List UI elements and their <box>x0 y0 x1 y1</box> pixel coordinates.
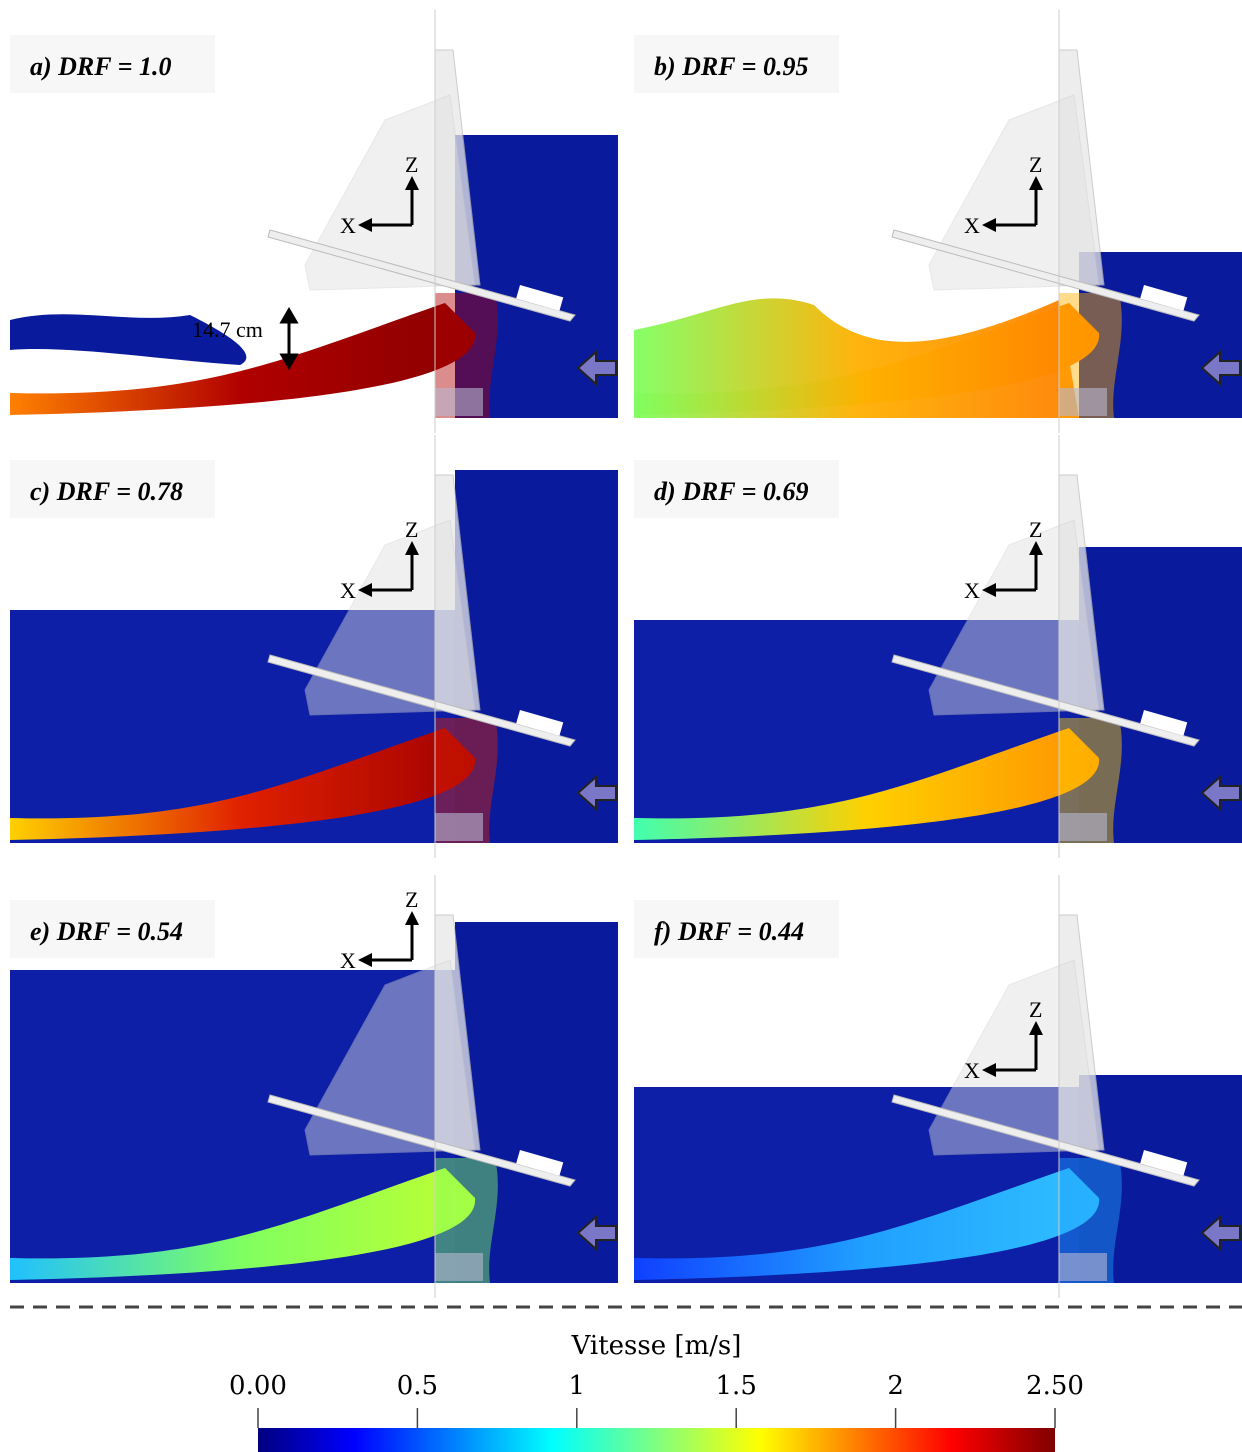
panel: c) DRF = 0.78 Z X <box>10 435 618 858</box>
gate-flow <box>1059 718 1122 843</box>
dam-side <box>928 519 1100 716</box>
flap <box>891 1094 1200 1187</box>
panel-label: e) DRF = 0.54 <box>30 917 183 946</box>
jet <box>634 303 1100 415</box>
flow-arrow <box>1200 349 1241 387</box>
gate-sill <box>435 1253 483 1281</box>
panel: d) DRF = 0.69 Z X <box>634 435 1242 858</box>
arrow-heads <box>358 541 419 597</box>
flow-arrow <box>576 1214 617 1252</box>
panel: f) DRF = 0.44 Z X <box>634 875 1242 1298</box>
flap <box>267 229 576 322</box>
colorbar-title: Vitesse [m/s] <box>571 1331 742 1361</box>
colorbar-tick-label: 2.50 <box>1026 1371 1084 1401</box>
colorbar-tick-label: 1 <box>569 1371 586 1401</box>
jet <box>10 1168 476 1280</box>
annotation: 14.7 cm <box>192 317 263 342</box>
flap <box>891 654 1200 747</box>
z-label: Z <box>405 152 418 177</box>
panel: b) DRF = 0.95 Z X <box>634 10 1242 433</box>
colorbar-tick-label: 0.5 <box>397 1371 438 1401</box>
panel: a) DRF = 1.0 Z X <box>10 10 618 433</box>
label-box <box>634 460 839 518</box>
flow-arrow <box>1200 1214 1241 1252</box>
x-label: X <box>964 213 980 238</box>
panel-label: a) DRF = 1.0 <box>30 52 171 81</box>
gate-flow <box>435 293 498 418</box>
axis-arrows <box>364 915 414 962</box>
flap <box>267 654 576 747</box>
height-arrow <box>279 307 299 370</box>
jet <box>634 728 1100 840</box>
gate-flow <box>1059 1158 1122 1283</box>
arrow-heads <box>982 176 1043 232</box>
flap-block <box>516 709 564 736</box>
panel: e) DRF = 0.54 Z X <box>10 875 618 1298</box>
z-label: Z <box>1029 517 1042 542</box>
panel-label: b) DRF = 0.95 <box>654 52 808 81</box>
label-box <box>634 900 839 958</box>
arrow-heads <box>358 911 419 967</box>
dam-side <box>304 959 476 1156</box>
panel-label: c) DRF = 0.78 <box>30 477 183 506</box>
flap-block <box>1140 285 1188 311</box>
flow-arrow <box>576 349 617 387</box>
gate-sill <box>1059 813 1107 841</box>
dam-side <box>928 959 1100 1156</box>
gate-sill <box>435 388 483 416</box>
colorbar-tick-label: 1.5 <box>716 1371 757 1401</box>
jet <box>10 728 476 840</box>
flap-block <box>1140 1149 1188 1176</box>
panel-label: f) DRF = 0.44 <box>654 917 804 946</box>
dam-side <box>304 94 476 291</box>
z-label: Z <box>405 517 418 542</box>
flap <box>267 1094 576 1187</box>
colorbar-tick-label: 2 <box>887 1371 904 1401</box>
dam-side <box>928 94 1100 291</box>
flow-arrow <box>576 774 617 812</box>
gate-flow <box>1059 293 1122 418</box>
jet <box>10 303 476 415</box>
arrow-heads <box>982 541 1043 597</box>
z-label: Z <box>405 887 418 912</box>
x-label: X <box>964 1058 980 1083</box>
z-label: Z <box>1029 997 1042 1022</box>
gate-flow <box>435 1158 498 1283</box>
panel-label: d) DRF = 0.69 <box>654 477 808 506</box>
spray <box>10 314 247 365</box>
label-box <box>10 460 215 518</box>
gate-sill <box>1059 1253 1107 1281</box>
label-box <box>10 900 215 958</box>
flap-block <box>516 1150 564 1176</box>
upstream-water <box>1079 1075 1242 1283</box>
label-box <box>10 35 215 93</box>
arrow-heads <box>358 176 419 232</box>
x-label: X <box>340 578 356 603</box>
gate-sill <box>1059 388 1107 416</box>
gate-flow <box>435 718 498 843</box>
x-label: X <box>340 213 356 238</box>
jet <box>634 1168 1100 1280</box>
dam-side <box>304 519 476 716</box>
z-label: Z <box>1029 152 1042 177</box>
colorbar-tick-label: 0.00 <box>229 1371 287 1401</box>
flap <box>891 229 1200 322</box>
colorbar <box>258 1428 1055 1452</box>
gate-sill <box>435 813 483 841</box>
arrow-heads <box>982 1021 1043 1077</box>
x-label: X <box>340 948 356 973</box>
flap-block <box>1140 710 1188 736</box>
label-box <box>634 35 839 93</box>
flow-arrow <box>1200 774 1241 812</box>
flap-block <box>516 285 564 311</box>
x-label: X <box>964 578 980 603</box>
